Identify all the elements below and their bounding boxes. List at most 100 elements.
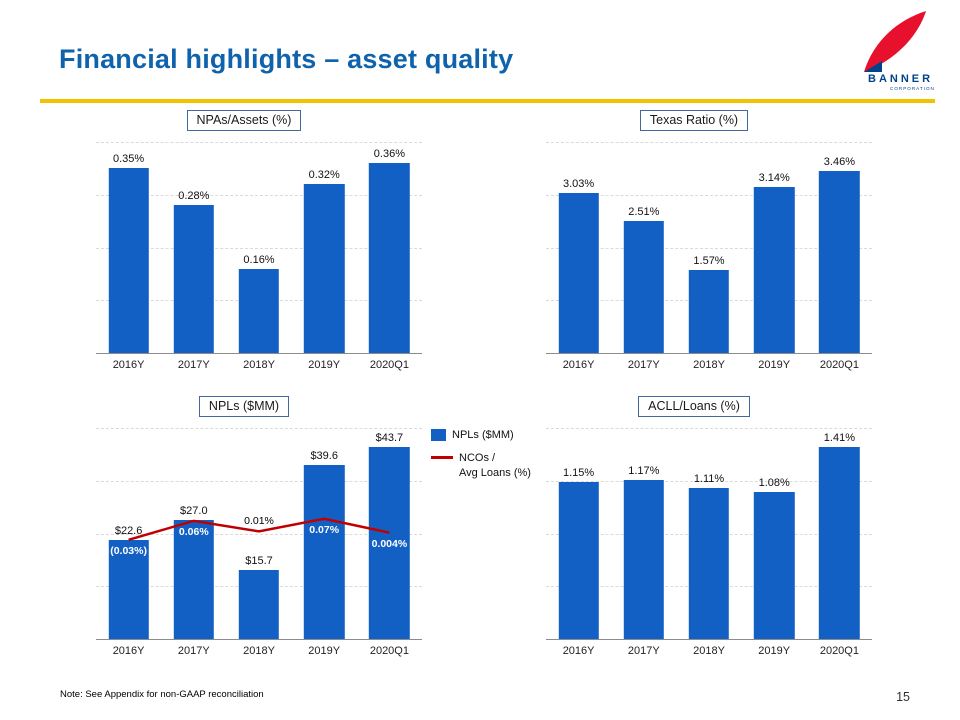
bar-value-label: 0.28% — [178, 190, 210, 203]
bar-2019Y — [303, 464, 345, 639]
chart-title: Texas Ratio (%) — [639, 110, 749, 131]
x-axis-label: 2016Y — [112, 645, 145, 657]
plot-area: 1.15% 1.17% 1.11% 1.08% 1.41% — [546, 428, 872, 640]
bar-slot: 1.41% — [807, 428, 872, 639]
x-axis-label: 2018Y — [693, 359, 725, 371]
bar-2020Q1 — [819, 447, 860, 639]
x-axis: 2016Y 2017Y 2018Y 2019Y 2020Q1 — [96, 359, 422, 371]
bar-slot: 0.32% — [292, 142, 357, 353]
x-axis-label: 2016Y — [562, 645, 595, 657]
bar-value-label: 2.51% — [628, 205, 660, 218]
gridline — [96, 142, 422, 143]
x-axis-label: 2019Y — [308, 359, 341, 371]
x-axis-label: 2019Y — [758, 359, 791, 371]
chart-title-row: ACLL/Loans (%) — [508, 396, 880, 420]
footnote: Note: See Appendix for non-GAAP reconcil… — [60, 689, 264, 700]
line-value-label: 0.004% — [371, 538, 408, 551]
bar-slot: 3.14% — [742, 142, 807, 353]
gridline — [546, 247, 872, 249]
page-number: 15 — [896, 690, 910, 704]
chart-npas-assets: NPAs/Assets (%) 0.35% 0.28% 0.16% 0.32% 0.36… — [58, 110, 430, 400]
x-axis-label: 2017Y — [177, 645, 210, 657]
bar-value-label: 0.16% — [243, 253, 275, 266]
chart-texas-ratio: Texas Ratio (%) 3.03% 2.51% 1.57% 3.14% 3.46… — [508, 110, 880, 400]
bar-value-label: 0.35% — [112, 153, 145, 166]
bar-slot: 0.16% — [226, 142, 291, 353]
bar-2018Y — [688, 487, 730, 639]
bar-slot: $43.7 — [357, 428, 422, 639]
bar-2016Y — [558, 482, 599, 639]
bar-2020Q1 — [369, 163, 410, 353]
logo-sail-shape — [864, 11, 926, 72]
npls-chart-legend: NPLs ($MM) NCOs / Avg Loans (%) — [431, 428, 563, 489]
bar-value-label: $15.7 — [245, 555, 273, 567]
bar-slot: $15.7 — [226, 428, 291, 639]
gridline — [96, 480, 422, 482]
gridline — [96, 533, 422, 535]
x-axis-label: 2017Y — [177, 359, 210, 371]
plot-area: 3.03% 2.51% 1.57% 3.14% 3.46% — [546, 142, 872, 354]
legend-bar-swatch — [431, 429, 446, 441]
x-axis-label: 2017Y — [627, 359, 660, 371]
bar-slot: $22.6 — [96, 428, 161, 639]
bar-2020Q1 — [819, 170, 860, 353]
bar-2016Y — [108, 539, 149, 639]
x-axis-label: 2018Y — [693, 645, 725, 657]
nco-line — [128, 517, 390, 542]
line-value-label: (0.03%) — [110, 545, 147, 558]
x-axis: 2016Y 2017Y 2018Y 2019Y 2020Q1 — [546, 359, 872, 371]
logo-graphic: BANNER CORPORATION — [864, 11, 935, 91]
x-axis-label: 2017Y — [627, 645, 660, 657]
bar-value-label: 3.46% — [823, 155, 856, 168]
bar-slot: 1.57% — [676, 142, 741, 353]
x-axis: 2016Y 2017Y 2018Y 2019Y 2020Q1 — [546, 645, 872, 657]
bar-slot: 0.35% — [96, 142, 161, 353]
bar-2016Y — [558, 193, 599, 353]
bar-value-label: $39.6 — [310, 449, 338, 462]
gridline — [96, 428, 422, 429]
chart-title: NPAs/Assets (%) — [186, 110, 302, 131]
x-axis-label: 2020Q1 — [369, 359, 409, 371]
gridline — [96, 247, 422, 249]
logo-name-text: BANNER — [868, 73, 933, 85]
bar-slot: 3.03% — [546, 142, 611, 353]
legend-item: NPLs ($MM) — [431, 428, 563, 442]
legend-item: NCOs / Avg Loans (%) — [431, 451, 563, 480]
bar-2020Q1 — [369, 446, 410, 639]
logo-triangle-shape — [864, 61, 882, 72]
bar-value-label: 1.15% — [562, 467, 595, 480]
x-axis-label: 2020Q1 — [369, 645, 409, 657]
gridline — [546, 428, 872, 429]
bar-value-label: 3.14% — [758, 172, 790, 185]
bar-2017Y — [173, 205, 215, 353]
bar-slot: 0.28% — [161, 142, 226, 353]
bar-2018Y — [688, 270, 730, 353]
x-axis-label: 2018Y — [243, 645, 275, 657]
gridline — [546, 194, 872, 196]
chart-npls: NPLs ($MM) $22.6 $27.0 $15.7 $39.6 $43.7 (0.0… — [58, 396, 430, 686]
gridline — [546, 142, 872, 143]
chart-title-row: NPAs/Assets (%) — [58, 110, 430, 134]
bar-slot: 1.08% — [742, 428, 807, 639]
bar-value-label: $27.0 — [180, 505, 208, 518]
bar-slot: $39.6 — [292, 428, 357, 639]
bar-2018Y — [238, 570, 280, 639]
logo-subname-text: CORPORATION — [890, 86, 935, 91]
line-value-label: 0.06% — [178, 526, 209, 539]
bar-slot: 0.36% — [357, 142, 422, 353]
x-axis: 2016Y 2017Y 2018Y 2019Y 2020Q1 — [96, 645, 422, 657]
bar-2018Y — [238, 268, 280, 353]
legend-line-swatch — [431, 456, 453, 460]
bar-2017Y — [623, 479, 665, 639]
plot-area: $22.6 $27.0 $15.7 $39.6 $43.7 (0.03%) 0.06% 0.0… — [96, 428, 422, 640]
line-value-label: 0.01% — [244, 514, 274, 527]
x-axis-label: 2019Y — [758, 645, 791, 657]
bar-slot: 1.11% — [676, 428, 741, 639]
x-axis-label: 2019Y — [308, 645, 341, 657]
plot-area: 0.35% 0.28% 0.16% 0.32% 0.36% — [96, 142, 422, 354]
bar-2019Y — [753, 187, 795, 353]
bar-value-label: 0.32% — [308, 169, 340, 182]
bar-slot: 1.17% — [611, 428, 676, 639]
bar-slot: $27.0 — [161, 428, 226, 639]
